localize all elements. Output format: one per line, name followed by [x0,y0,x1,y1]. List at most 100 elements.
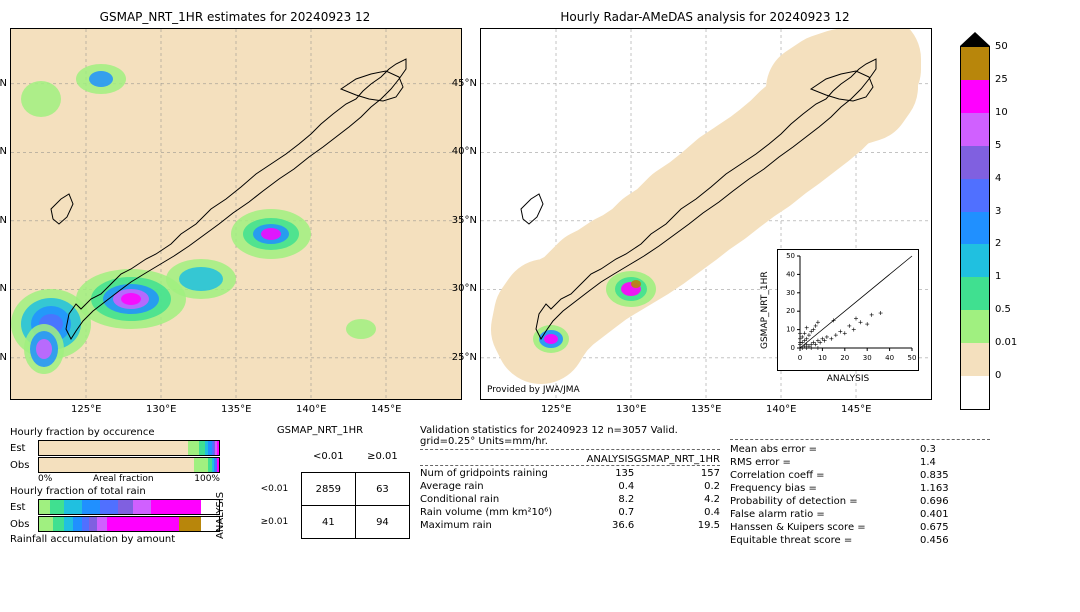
ctg-row-1: ≥0.01 [248,506,301,539]
colorbar-swatch: 2 [960,244,990,277]
frac-seg [89,517,96,531]
stats-left-row: Rain volume (mm km²10⁶) 0.7 0.4 [420,507,720,518]
colorbar: 502510543210.50.010 [960,46,990,410]
stats-val-b: 157 [634,468,720,479]
stats-header: Validation statistics for 20240923 12 n=… [420,425,720,450]
stats-key: RMS error = [730,457,920,468]
stats-val: 0.3 [920,444,936,455]
svg-text:20: 20 [840,354,849,362]
stats-right-row: Equitable threat score = 0.456 [730,535,990,546]
frac-bar [38,457,220,473]
frac-seg [194,458,208,472]
lon-tick: 130°E [146,404,176,415]
lat-tick: 35°N [452,215,477,226]
frac-seg [39,517,53,531]
lat-tick: 25°N [0,352,7,363]
colorbar-label: 3 [995,206,1001,217]
stats-val: 1.163 [920,483,949,494]
ctg-top-label: GSMAP_NRT_1HR [230,425,410,436]
frac-seg [179,517,201,531]
stats-key: Maximum rain [420,520,582,531]
occ-axis-0: 0% [38,474,52,484]
scatter-svg: 0010102020303040405050 [778,250,918,370]
colorbar-swatch: 10 [960,113,990,146]
svg-text:40: 40 [786,270,795,278]
stats-key: Correlation coeff = [730,470,920,481]
frac-bar [38,499,220,515]
colorbar-swatch: 25 [960,80,990,113]
stats-key: Hanssen & Kuipers score = [730,522,920,533]
lon-tick: 145°E [841,404,871,415]
lon-tick: 135°E [691,404,721,415]
colorbar-swatch: 3 [960,212,990,245]
colorbar-swatch: 4 [960,179,990,212]
colorbar-label: 5 [995,140,1001,151]
stats-val-b: 19.5 [634,520,720,531]
stats-right-row: Frequency bias = 1.163 [730,483,990,494]
right-map-panel: Hourly Radar-AMeDAS analysis for 2024092… [480,10,930,410]
frac-seg [64,500,82,514]
frac-seg [53,517,64,531]
stats-val: 0.835 [920,470,949,481]
left-map-panel: GSMAP_NRT_1HR estimates for 20240923 12 … [10,10,460,410]
colorbar-swatch: 1 [960,277,990,310]
stats-val: 1.4 [920,457,936,468]
ctg-col-0: <0.01 [301,440,355,473]
lon-tick: 145°E [371,404,401,415]
ctg-row-0: <0.01 [248,473,301,506]
colorbar-label: 0.5 [995,304,1011,315]
colorbar-arrow-top [960,32,990,46]
svg-text:50: 50 [908,354,917,362]
colorbar-swatch: 0.5 [960,310,990,343]
stats-key: Conditional rain [420,494,582,505]
lat-tick: 40°N [452,146,477,157]
stats-val-a: 135 [582,468,634,479]
lat-tick: 30°N [452,283,477,294]
stats-right-row: Mean abs error = 0.3 [730,444,990,455]
svg-text:10: 10 [786,326,795,334]
stats-val-a: 36.6 [582,520,634,531]
frac-row-label: Obs [10,460,38,471]
stats-left-row: Maximum rain 36.6 19.5 [420,520,720,531]
frac-row-label: Est [10,502,38,513]
colorbar-wrap: 502510543210.50.010 [960,10,990,410]
svg-text:0: 0 [798,354,802,362]
frac-seg [50,500,64,514]
stats-val-b: 0.2 [634,481,720,492]
svg-text:30: 30 [786,289,795,297]
occ-title: Hourly fraction by occurence [10,427,220,438]
lon-tick: 135°E [221,404,251,415]
contingency-table: <0.01 ≥0.01 <0.01 2859 63 ≥0.01 41 94 [248,440,410,539]
stats-key: Average rain [420,481,582,492]
colorbar-swatch: 5 [960,146,990,179]
stats-right-row: False alarm ratio = 0.401 [730,509,990,520]
lon-tick: 125°E [541,404,571,415]
ctg-side-label: ANALYSIS [215,480,226,550]
lat-tick: 40°N [0,146,7,157]
svg-text:20: 20 [786,307,795,315]
frac-row-label: Obs [10,519,38,530]
stats-val: 0.696 [920,496,949,507]
stats-right: Mean abs error = 0.3RMS error = 1.4Corre… [730,425,990,548]
scatter-xlabel: ANALYSIS [778,374,918,384]
ctg-01: 63 [355,473,409,506]
ctg-11: 94 [355,506,409,539]
stats-left-row: Conditional rain 8.2 4.2 [420,494,720,505]
stats-col-b: GSMAP_NRT_1HR [634,454,720,465]
svg-text:0: 0 [791,344,795,352]
accum-title: Rainfall accumulation by amount [10,534,220,545]
colorbar-swatch: 0.01 [960,343,990,376]
stats-right-row: Correlation coeff = 0.835 [730,470,990,481]
lat-tick: 45°N [0,78,7,89]
stats-key: False alarm ratio = [730,509,920,520]
left-map: 125°E130°E135°E140°E145°E25°N30°N35°N40°… [10,28,462,400]
stats-key: Num of gridpoints raining [420,468,582,479]
svg-text:10: 10 [818,354,827,362]
ctg-00: 2859 [301,473,355,506]
ctg-10: 41 [301,506,355,539]
frac-seg [188,441,199,455]
stats-right-row: Probability of detection = 0.696 [730,496,990,507]
right-map-title: Hourly Radar-AMeDAS analysis for 2024092… [480,10,930,24]
frac-seg [82,500,100,514]
colorbar-swatch: 50 [960,46,990,80]
